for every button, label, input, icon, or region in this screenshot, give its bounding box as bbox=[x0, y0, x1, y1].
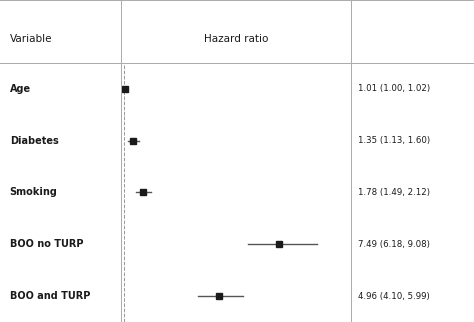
Text: 1.78 (1.49, 2.12): 1.78 (1.49, 2.12) bbox=[358, 188, 430, 197]
Text: Variable: Variable bbox=[9, 34, 52, 44]
Text: BOO no TURP: BOO no TURP bbox=[9, 239, 83, 249]
Text: 1.35 (1.13, 1.60): 1.35 (1.13, 1.60) bbox=[358, 136, 430, 145]
Text: BOO and TURP: BOO and TURP bbox=[9, 291, 90, 301]
Text: Hazard ratio: Hazard ratio bbox=[204, 34, 268, 44]
Text: 1.01 (1.00, 1.02): 1.01 (1.00, 1.02) bbox=[358, 84, 430, 93]
Text: 7.49 (6.18, 9.08): 7.49 (6.18, 9.08) bbox=[358, 240, 430, 249]
Text: Smoking: Smoking bbox=[9, 187, 57, 197]
Text: Diabetes: Diabetes bbox=[9, 136, 58, 146]
Text: Age: Age bbox=[9, 84, 31, 94]
Text: 4.96 (4.10, 5.99): 4.96 (4.10, 5.99) bbox=[358, 292, 430, 300]
